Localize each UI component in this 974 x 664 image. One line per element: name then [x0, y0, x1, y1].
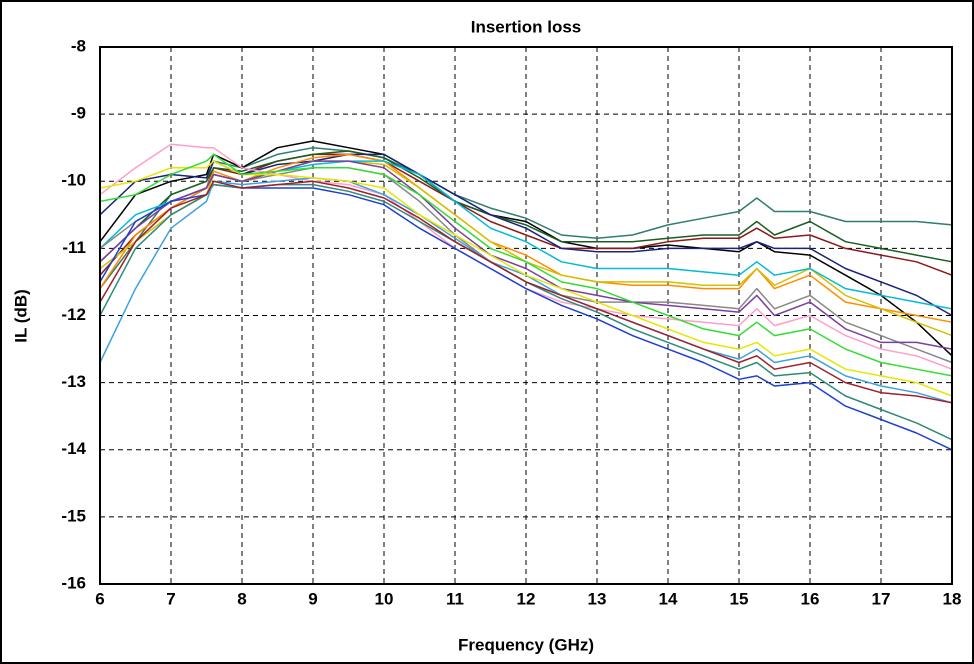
- chart-title: Insertion loss: [471, 17, 582, 36]
- x-tick-label: 16: [801, 589, 820, 608]
- x-tick-label: 18: [943, 589, 962, 608]
- series-line: [99, 160, 953, 397]
- x-tick-label: 17: [872, 589, 891, 608]
- y-tick-label: -9: [71, 104, 86, 123]
- x-tick-label: 15: [730, 589, 749, 608]
- series-line: [99, 160, 953, 350]
- series-line: [99, 153, 953, 276]
- plot-border: [99, 46, 953, 585]
- y-tick-label: -8: [71, 36, 86, 55]
- x-tick-label: 14: [659, 589, 678, 608]
- x-tick-label: 10: [375, 589, 394, 608]
- x-tick-label: 13: [588, 589, 607, 608]
- series-line: [99, 180, 953, 404]
- y-tick-label: -15: [61, 506, 86, 525]
- y-tick-label: -16: [61, 573, 86, 592]
- series-line: [99, 140, 953, 357]
- x-tick-label: 12: [517, 589, 536, 608]
- x-tick-label: 7: [166, 589, 175, 608]
- y-tick-label: -12: [61, 305, 86, 324]
- y-tick-label: -14: [61, 439, 86, 458]
- series-line: [99, 150, 953, 263]
- series-line: [99, 146, 953, 290]
- y-tick-label: -13: [61, 372, 86, 391]
- x-tick-label: 9: [308, 589, 317, 608]
- x-tick-label: 6: [95, 589, 104, 608]
- y-axis-label: IL (dB): [11, 289, 30, 343]
- series-line: [99, 153, 953, 323]
- x-axis-label: Frequency (GHz): [458, 635, 594, 654]
- x-tick-label: 8: [237, 589, 246, 608]
- y-tick-label: -10: [61, 171, 86, 190]
- series-line: [99, 153, 953, 377]
- y-tick-label: -11: [62, 238, 86, 257]
- x-tick-label: 11: [446, 589, 464, 608]
